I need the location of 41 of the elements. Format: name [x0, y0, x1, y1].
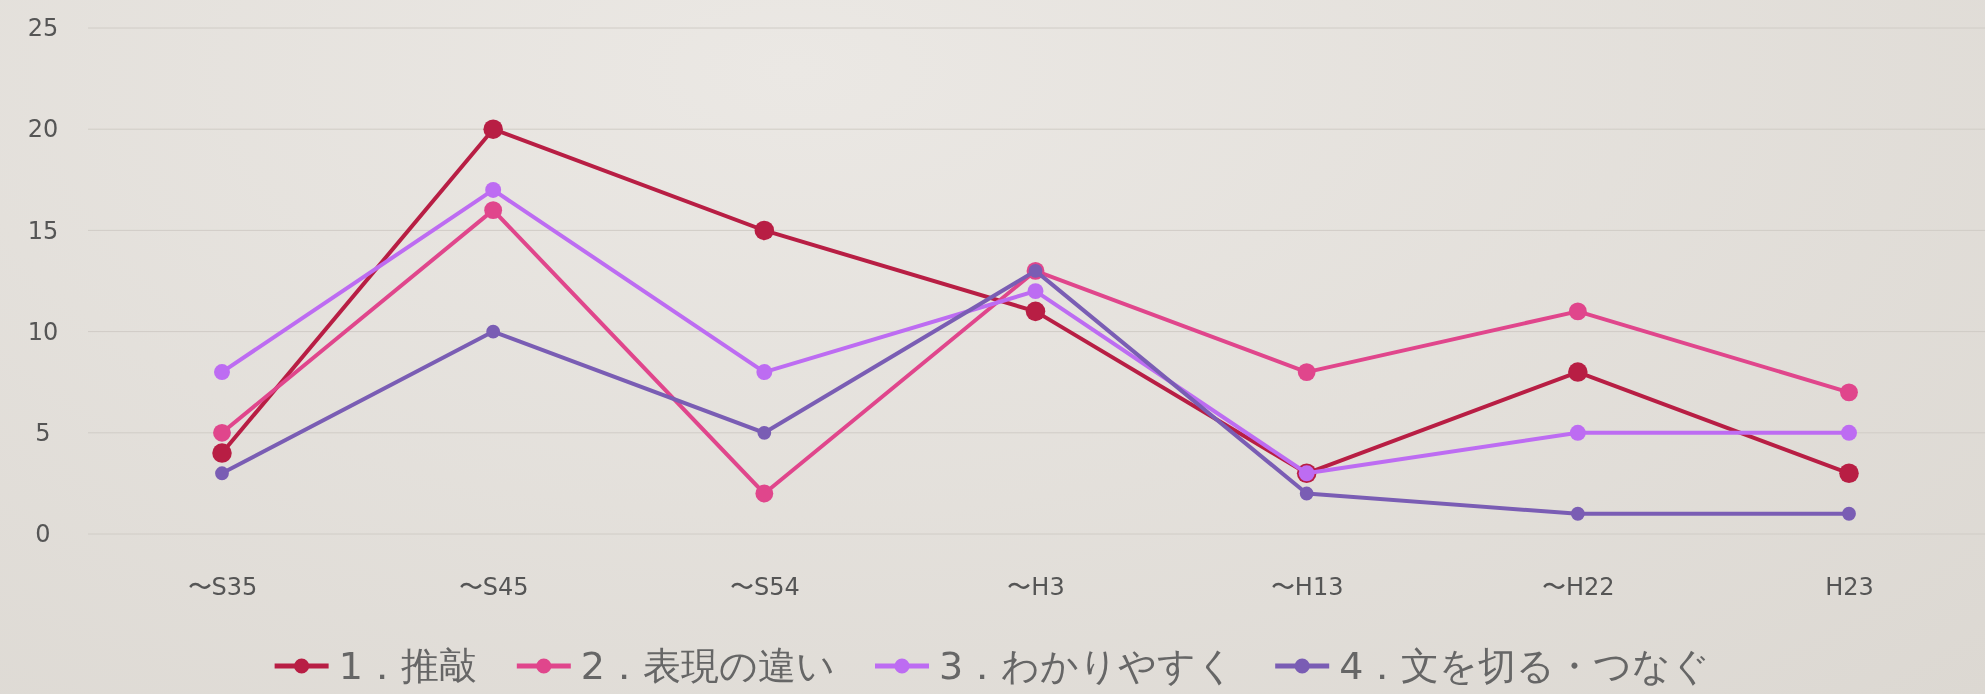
x-tick-label: H23 — [1825, 573, 1874, 602]
legend-label: 2．表現の違い — [580, 644, 835, 688]
point — [1570, 506, 1585, 521]
point — [215, 466, 229, 481]
point — [1569, 424, 1586, 441]
y-tick-label: 20 — [27, 115, 59, 144]
legend-label: 1．推敲 — [338, 644, 477, 688]
point — [1299, 486, 1314, 501]
y-tick-label: 15 — [27, 216, 59, 245]
point — [1025, 301, 1046, 322]
y-tick-label: 0 — [35, 520, 51, 549]
point — [1839, 463, 1859, 484]
x-tick-label: 〜S54 — [729, 573, 800, 602]
x-tick-label: 〜H13 — [1270, 573, 1344, 602]
point — [1842, 506, 1856, 521]
point — [212, 443, 232, 463]
point — [485, 181, 502, 198]
x-tick-label: 〜H22 — [1542, 573, 1615, 602]
point — [214, 364, 230, 381]
point — [1840, 383, 1858, 402]
point — [754, 220, 775, 241]
legend-label: 3．わかりやすく — [939, 644, 1236, 688]
point — [757, 425, 772, 440]
y-tick-label: 10 — [27, 317, 59, 346]
point — [483, 119, 503, 139]
x-tick-label: 〜S45 — [458, 573, 529, 602]
point — [213, 423, 231, 442]
point — [1297, 363, 1316, 381]
point — [1568, 302, 1587, 321]
point — [486, 324, 501, 339]
point — [1841, 424, 1857, 441]
point — [1027, 283, 1044, 300]
y-tick-label: 5 — [35, 418, 51, 447]
x-tick-label: 〜S35 — [187, 573, 258, 602]
point — [756, 364, 773, 381]
point — [484, 201, 503, 220]
legend-label: 4．文を切る・つなぐ — [1339, 644, 1711, 688]
point — [755, 484, 774, 503]
point — [1568, 362, 1588, 382]
y-tick-label: 25 — [27, 14, 59, 43]
x-tick-label: 〜H3 — [1007, 573, 1065, 602]
